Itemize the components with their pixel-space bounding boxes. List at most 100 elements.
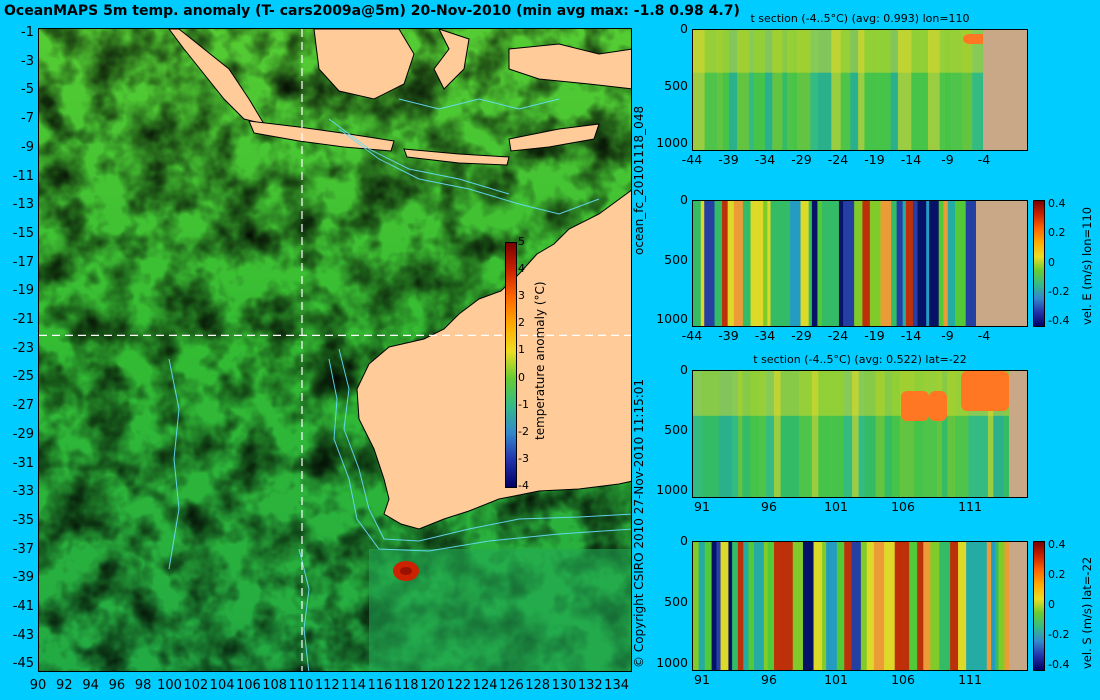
section-x-tick-label: -29	[791, 328, 812, 343]
section-x-tick-label: 101	[824, 499, 848, 514]
section-x-tick-label: -14	[900, 328, 922, 343]
velocity-colorbar	[1033, 541, 1045, 671]
lat-tick-label: -15	[12, 225, 34, 241]
lon-tick-label: 118	[393, 678, 419, 693]
section-x-tick-label: -44	[681, 152, 703, 167]
lat-tick-label: -17	[12, 254, 34, 270]
lon-tick-label: 92	[56, 678, 73, 693]
section-plot[interactable]	[692, 29, 1028, 151]
lon-tick-label: 120	[420, 678, 445, 693]
section-x-tick-label: -9	[941, 328, 954, 343]
section-x-tick-label: 111	[958, 672, 982, 687]
colorbar-tick-label: 5	[518, 235, 525, 248]
section-x-tick-label: 91	[694, 672, 710, 687]
section-x-tick-label: 106	[891, 672, 915, 687]
lon-tick-label: 90	[29, 678, 47, 693]
temperature-colorbar-ticks: 5 4 3 2 1 0 -1 -2 -3 -4	[518, 235, 538, 492]
section-x-tick-label: -19	[864, 152, 885, 167]
section-x-tick-label: -4	[977, 328, 991, 343]
lat-tick-label: -27	[12, 398, 34, 414]
section-canvas	[693, 371, 1027, 497]
lon-tick-label: 104	[209, 678, 235, 693]
section-x-tick-label: -19	[864, 328, 885, 343]
colorbar-tick-label: 2	[518, 316, 525, 330]
depth-tick-label: 0	[680, 21, 688, 36]
velocity-colorbar-tick: 0	[1048, 255, 1055, 269]
lon-tick-label: 98	[134, 678, 152, 693]
lat-tick-label: -19	[12, 283, 34, 299]
velocity-colorbar-tick: 0.2	[1048, 226, 1066, 240]
lon-tick-label: 114	[341, 678, 366, 693]
velocity-colorbar-tick: 0.4	[1048, 197, 1066, 210]
lon-tick-label: 94	[82, 678, 99, 693]
lat-tick-label: -35	[12, 512, 34, 528]
colorbar-tick-label: 1	[518, 343, 525, 357]
velocity-colorbar-tick: -0.2	[1048, 284, 1070, 298]
velocity-colorbar-tick: -0.4	[1048, 314, 1070, 327]
depth-tick-label: 500	[664, 78, 688, 93]
lon-tick-label: 112	[314, 678, 340, 693]
depth-tick-label: 1000	[656, 655, 688, 670]
lon-tick-label: 116	[367, 678, 393, 693]
longitude-axis: 90 92 94 96 98 100 102 104 106 108 110 112 114 116 118…	[30, 672, 632, 696]
lon-tick-label: 102	[183, 678, 209, 693]
depth-tick-label: 1000	[656, 482, 688, 497]
lat-tick-label: -5	[21, 82, 34, 98]
lat-tick-label: -25	[12, 369, 34, 385]
depth-tick-label: 500	[664, 251, 688, 267]
lat-tick-label: -23	[12, 340, 34, 356]
section-x-tick-label: -9	[941, 152, 954, 167]
forecast-id-text: ocean_fc_20101118_048	[632, 105, 646, 255]
colorbar-tick-label: -2	[518, 424, 529, 438]
temperature-anomaly-map[interactable]	[38, 28, 632, 672]
section-x-tick-label: -24	[827, 328, 849, 343]
lat-tick-label: -3	[21, 53, 34, 69]
lon-tick-label: 124	[472, 678, 498, 693]
lat-tick-label: -41	[12, 599, 34, 614]
section-x-tick-label: -29	[791, 152, 812, 167]
velocity-colorbar-tick: -0.2	[1048, 628, 1070, 641]
section-canvas	[693, 201, 1027, 326]
section-canvas	[693, 542, 1027, 670]
lat-tick-label: -29	[12, 426, 34, 442]
lon-tick-label: 128	[525, 678, 551, 693]
velocity-colorbar-label: vel. S (m/s) lat=-22	[1080, 556, 1094, 669]
velocity-colorbar-tick: 0	[1048, 598, 1055, 611]
colorbar-tick-label: 4	[518, 262, 525, 276]
section-canvas	[693, 30, 1027, 150]
lat-tick-label: -37	[12, 541, 34, 557]
depth-tick-label: 1000	[656, 311, 688, 326]
colorbar-tick-label: -3	[518, 451, 529, 465]
section-x-tick-label: -34	[754, 328, 776, 343]
depth-tick-label: 0	[680, 362, 688, 377]
section-x-tick-label: 96	[761, 672, 777, 687]
temperature-colorbar	[505, 242, 517, 488]
velocity-colorbar-tick: 0.2	[1048, 568, 1066, 581]
lon-tick-label: 96	[108, 678, 126, 693]
section-title: t section (-4..5°C) (avg: 0.993) lon=110	[750, 12, 970, 25]
velocity-colorbar	[1033, 200, 1045, 327]
lon-tick-label: 122	[446, 678, 472, 693]
lon-tick-label: 132	[577, 678, 603, 693]
lon-tick-label: 134	[604, 678, 629, 693]
depth-tick-label: 500	[664, 422, 688, 437]
section-x-tick-label: 91	[694, 499, 710, 514]
colorbar-tick-label: 3	[518, 289, 525, 303]
map-title: OceanMAPS 5m temp. anomaly (T- cars2009a…	[4, 3, 740, 19]
lon-tick-label: 110	[288, 678, 314, 693]
latitude-axis: -1 -3 -5 -7 -9 -11 -13 -15 -17 -19 -21 -23 -25 -27 -29…	[0, 25, 38, 672]
section-x-tick-label: 106	[891, 499, 915, 514]
section-plot[interactable]	[692, 370, 1028, 498]
lat-tick-label: -45	[12, 656, 34, 672]
lat-tick-label: -11	[12, 168, 34, 184]
lat-tick-label: -1	[21, 25, 34, 40]
colorbar-tick-label: 0	[518, 370, 525, 384]
colorbar-tick-label: -1	[518, 397, 529, 411]
section-x-tick-label: -44	[681, 328, 703, 343]
section-plot[interactable]	[692, 541, 1028, 671]
section-plot[interactable]	[692, 200, 1028, 327]
lat-tick-label: -9	[21, 139, 34, 155]
lat-tick-label: -13	[12, 197, 34, 213]
section-x-tick-label: -39	[718, 152, 739, 167]
lat-tick-label: -21	[12, 312, 34, 327]
